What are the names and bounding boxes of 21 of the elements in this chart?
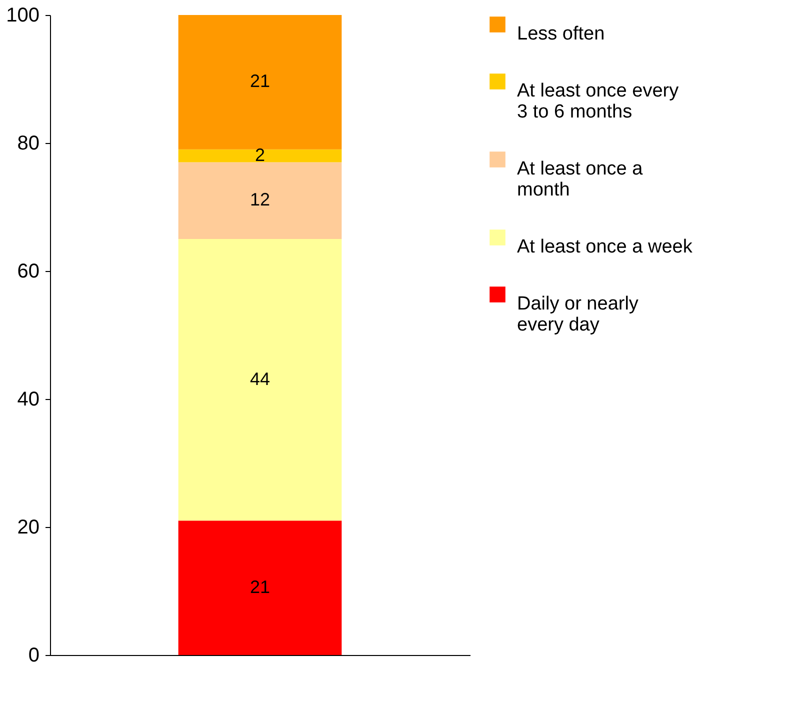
bar [178,15,342,150]
y-tick-label: 40 [17,388,40,410]
legend-label: At least once a week [517,236,693,258]
y-tick-label: 0 [28,644,40,666]
bar [178,162,342,239]
legend-label: Daily or nearly every day [517,294,639,336]
data-label: 2 [254,144,266,165]
legend-label: At least once a month [517,158,644,200]
data-label: 44 [250,368,270,389]
data-label: 12 [250,190,270,210]
y-tick-label: 80 [17,132,40,154]
y-tick-label: 60 [17,260,40,282]
bar [178,239,342,521]
y-tick-label: 100 [6,4,40,26]
legend-label: Less often [517,24,605,44]
y-tick-label: 20 [17,516,40,538]
data-label: 21 [250,71,270,92]
bar [178,149,342,162]
data-label: 21 [250,576,270,597]
bar [178,520,342,655]
legend-label: At least once every 3 to 6 months [517,80,680,122]
